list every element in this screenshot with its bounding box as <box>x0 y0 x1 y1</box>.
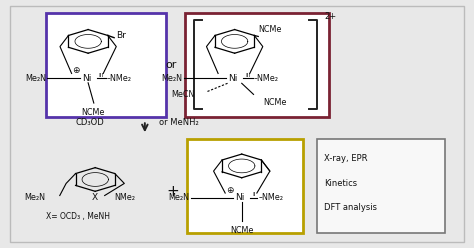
Text: NCMe: NCMe <box>263 98 286 107</box>
Text: +: + <box>167 184 180 199</box>
Bar <box>46 13 166 117</box>
Text: Me₂N: Me₂N <box>25 193 46 202</box>
Text: Ni: Ni <box>82 74 91 83</box>
Text: ⊕: ⊕ <box>73 66 80 75</box>
Text: X-ray, EPR: X-ray, EPR <box>324 154 368 163</box>
Text: ⊕: ⊕ <box>226 186 234 195</box>
Text: or: or <box>165 60 176 70</box>
Text: or MeNH₂: or MeNH₂ <box>159 118 199 127</box>
Text: MeCN: MeCN <box>171 90 194 99</box>
Text: NCMe: NCMe <box>258 25 282 34</box>
Text: III: III <box>99 73 104 78</box>
Text: Br: Br <box>117 31 127 40</box>
Text: NMe₂: NMe₂ <box>114 193 135 202</box>
Text: 2+: 2+ <box>324 12 337 21</box>
Text: X= OCD₃ , MeNH: X= OCD₃ , MeNH <box>46 212 109 221</box>
Text: Me₂N: Me₂N <box>162 74 182 83</box>
Text: –NMe₂: –NMe₂ <box>254 74 279 83</box>
Text: Ni: Ni <box>228 74 238 83</box>
Text: NCMe: NCMe <box>230 226 254 235</box>
Bar <box>185 13 329 117</box>
Text: II: II <box>252 192 255 197</box>
Text: Me₂N: Me₂N <box>169 193 190 202</box>
Text: Ni: Ni <box>236 193 245 202</box>
Text: –NMe₂: –NMe₂ <box>258 193 283 202</box>
Text: Kinetics: Kinetics <box>324 179 357 188</box>
Text: NCMe: NCMe <box>81 108 105 117</box>
Text: CD₃OD: CD₃OD <box>76 118 105 127</box>
Text: III: III <box>245 73 250 78</box>
Text: Me₂N: Me₂N <box>26 74 46 83</box>
Bar <box>318 139 445 233</box>
Text: DFT analysis: DFT analysis <box>324 203 377 212</box>
Text: X: X <box>92 193 98 202</box>
Bar <box>187 139 303 233</box>
Text: –NMe₂: –NMe₂ <box>107 74 132 83</box>
